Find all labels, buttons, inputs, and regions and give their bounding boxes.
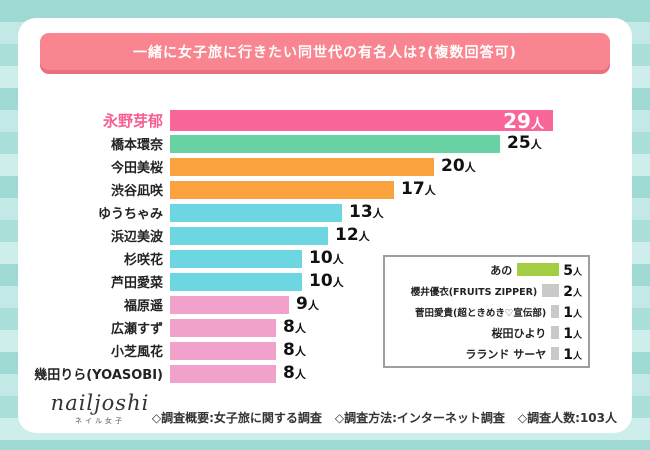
bar-value: 10人 [309, 248, 344, 268]
inset-bar-label: 櫻井優衣(FRUITS ZIPPER) [410, 286, 538, 298]
bar-row-1: 永野芽郁 29人 [18, 109, 632, 132]
survey-note-3: ◇調査人数:103人 [517, 411, 617, 425]
bar-label: 今田美桜 [110, 161, 163, 176]
bar-label: 渋谷凪咲 [110, 184, 163, 199]
inset-bar-segment [551, 347, 560, 360]
bar-segment [170, 272, 302, 291]
logo-text: nailjoshi [50, 391, 150, 415]
bar-row-5: ゆうちゃみ 13人 [18, 201, 632, 224]
bar-value: 17人 [401, 179, 436, 199]
bar-row-4: 渋谷凪咲 17人 [18, 178, 632, 201]
inset-bar-value: 1人 [563, 304, 582, 321]
bar-row-11: 小芝風花 8人 [18, 339, 632, 362]
inset-bar-label: ラランド サーヤ [465, 347, 547, 361]
bar-value: 10人 [309, 271, 344, 291]
bar-segment [170, 249, 302, 268]
inset-bar-row-1: あの 5人 [387, 259, 582, 280]
bar-segment [170, 341, 276, 360]
bar-label: 浜辺美波 [110, 230, 163, 245]
bar-row-7: 杉咲花 10人 [18, 247, 632, 270]
inset-bar-value: 2人 [563, 283, 582, 300]
bar-label: 永野芽郁 [102, 112, 163, 130]
inset-bar-label: あの [490, 263, 513, 277]
bar-row-9: 福原遥 9人 [18, 293, 632, 316]
survey-note-1: ◇調査概要:女子旅に関する調査 [151, 411, 322, 425]
survey-notes: ◇調査概要:女子旅に関する調査 ◇調査方法:インターネット調査 ◇調査人数:103人 [152, 409, 617, 426]
bar-segment [170, 203, 342, 222]
bar-segment [170, 295, 289, 314]
bar-row-2: 橋本環奈 25人 [18, 132, 632, 155]
logo-subtext: ネイル女子 [75, 417, 125, 426]
title-banner: 一緒に女子旅に行きたい同世代の有名人は?(複数回答可) [40, 33, 610, 70]
survey-note-2: ◇調査方法:インターネット調査 [334, 411, 505, 425]
content-card: 一緒に女子旅に行きたい同世代の有名人は?(複数回答可) 永野芽郁 29人橋本環奈 2… [18, 18, 632, 433]
inset-bar-row-2: 櫻井優衣(FRUITS ZIPPER) 2人 [387, 280, 582, 301]
bar-label: 橋本環奈 [110, 138, 163, 153]
nailjoshi-logo: nailjoshi ネイル女子 [44, 391, 156, 426]
bar-label: 杉咲花 [123, 253, 163, 268]
inset-bar-chart: あの 5人 櫻井優衣(FRUITS ZIPPER) 2人 菅田愛貴(超ときめき♡宣伝部)… [383, 255, 590, 368]
bar-segment [170, 364, 276, 383]
bar-row-6: 浜辺美波 12人 [18, 224, 632, 247]
bar-label: ゆうちゃみ [97, 207, 163, 222]
inset-bar-row-5: ラランド サーヤ 1人 [387, 343, 582, 364]
bar-row-12: 幾田りら(YOASOBI) 8人 [18, 362, 632, 385]
bar-value: 12人 [335, 225, 370, 245]
inset-bar-segment [551, 326, 560, 339]
bar-label: 広瀬すず [110, 322, 163, 337]
bar-value: 9人 [296, 294, 319, 314]
bar-row-10: 広瀬すず 8人 [18, 316, 632, 339]
bar-value: 8人 [283, 340, 306, 360]
bar-row-3: 今田美桜 20人 [18, 155, 632, 178]
inset-bar-row-4: 桜田ひより 1人 [387, 322, 582, 343]
bar-label: 小芝風花 [110, 345, 163, 360]
bar-segment [170, 157, 434, 176]
inset-bar-segment [542, 284, 560, 297]
page-title: 一緒に女子旅に行きたい同世代の有名人は?(複数回答可) [133, 44, 517, 61]
bar-label: 福原遥 [123, 299, 163, 314]
bar-label: 幾田りら(YOASOBI) [34, 368, 163, 383]
bar-value: 8人 [283, 317, 306, 337]
bar-row-8: 芦田愛菜 10人 [18, 270, 632, 293]
inset-bar-value: 1人 [563, 325, 582, 342]
inset-bar-segment [517, 263, 560, 276]
inset-bar-value: 5人 [563, 262, 582, 279]
bar-segment [170, 318, 276, 337]
bar-segment [170, 180, 394, 199]
bar-value: 20人 [441, 156, 476, 176]
bar-segment: 29人 [170, 110, 553, 131]
bar-label: 芦田愛菜 [110, 276, 163, 291]
inset-bar-label: 菅田愛貴(超ときめき♡宣伝部) [415, 307, 547, 319]
inset-bar-row-3: 菅田愛貴(超ときめき♡宣伝部) 1人 [387, 301, 582, 322]
main-bar-chart: 永野芽郁 29人 橋本環奈 25人 今田美桜 20人 渋谷凪咲 17人 ゆうちゃみ 13人 浜辺美波… [18, 109, 632, 385]
bar-value: 25人 [507, 133, 542, 153]
inset-bar-segment [551, 305, 560, 318]
inset-bar-value: 1人 [563, 346, 582, 363]
bar-value: 13人 [349, 202, 384, 222]
bar-segment [170, 134, 500, 153]
bar-value: 8人 [283, 363, 306, 383]
bar-value: 29人 [503, 108, 544, 133]
bar-segment [170, 226, 328, 245]
inset-bar-label: 桜田ひより [491, 326, 547, 340]
